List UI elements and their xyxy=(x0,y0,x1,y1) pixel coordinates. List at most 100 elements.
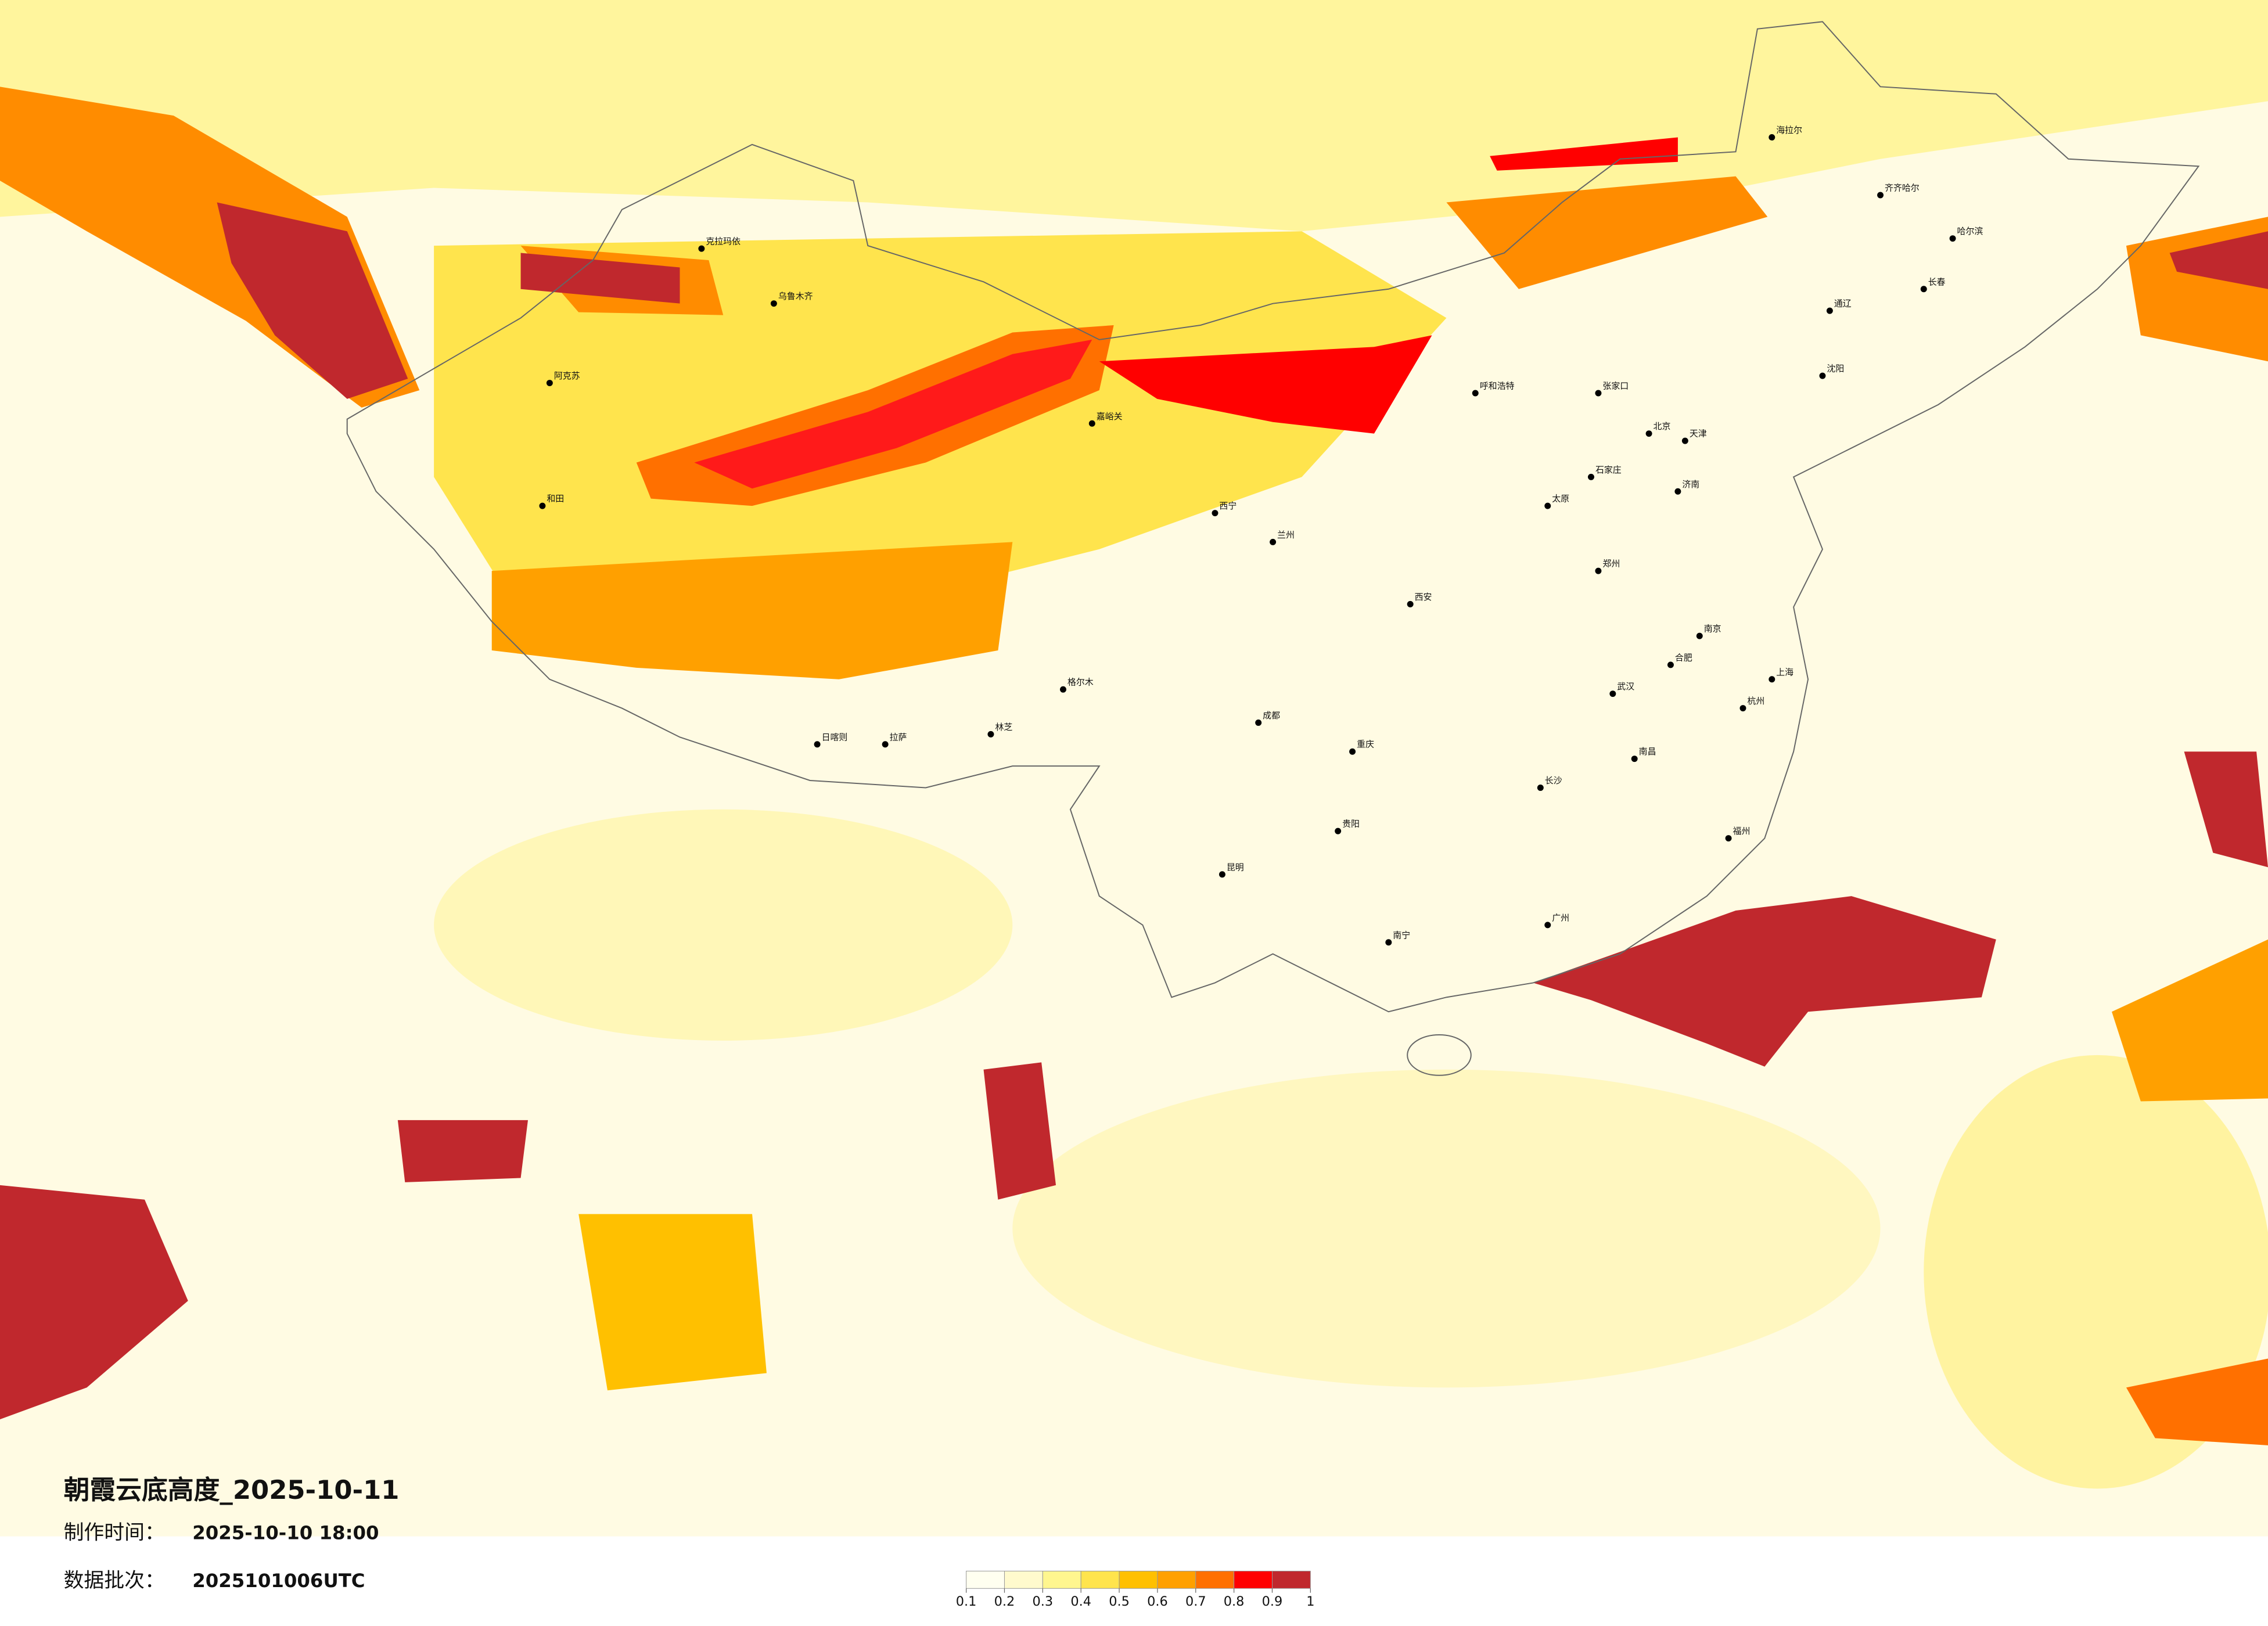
city-dot xyxy=(1681,437,1688,444)
city-label: 西宁 xyxy=(1219,501,1237,511)
city-label: 太原 xyxy=(1552,494,1569,504)
city-dot xyxy=(1212,510,1219,517)
city-label: 呼和浩特 xyxy=(1480,381,1515,391)
heat-area xyxy=(1446,176,1768,289)
legend-tick-label: 0.1 xyxy=(956,1594,977,1609)
heat-area xyxy=(0,0,2268,232)
city-label: 日喀则 xyxy=(822,732,848,742)
city-dot xyxy=(1385,939,1392,946)
city-label: 乌鲁木齐 xyxy=(778,291,813,301)
legend-swatch xyxy=(1004,1570,1043,1589)
city-dot xyxy=(1472,390,1479,397)
heat-area xyxy=(694,339,1092,489)
city-label: 长沙 xyxy=(1545,775,1562,786)
legend-swatch xyxy=(1234,1570,1273,1589)
city-dot xyxy=(1696,632,1703,639)
city-label: 上海 xyxy=(1776,667,1793,677)
legend-swatch xyxy=(966,1570,1005,1589)
city-label: 郑州 xyxy=(1602,559,1620,569)
city-label: 广州 xyxy=(1552,912,1569,923)
city-label: 南昌 xyxy=(1639,746,1656,757)
city-label: 齐齐哈尔 xyxy=(1885,183,1920,193)
city-label: 济南 xyxy=(1682,479,1699,490)
heat-area xyxy=(217,202,408,399)
heat-area xyxy=(983,1062,1056,1200)
country-border xyxy=(346,21,2200,1013)
legend-swatch xyxy=(1157,1570,1196,1589)
city-label: 海拉尔 xyxy=(1776,125,1802,135)
legend-tick-label: 0.7 xyxy=(1185,1594,1206,1609)
legend-swatch xyxy=(1042,1570,1081,1589)
heat-area xyxy=(1099,335,1432,434)
city-dot xyxy=(1609,690,1616,697)
heat-area xyxy=(2184,751,2268,868)
city-dot xyxy=(1631,756,1638,762)
city-dot xyxy=(1739,705,1746,712)
city-dot xyxy=(539,502,546,509)
legend-tick-label: 0.3 xyxy=(1033,1594,1054,1609)
city-label: 哈尔滨 xyxy=(1957,226,1983,236)
city-label: 兰州 xyxy=(1277,530,1295,540)
city-dot xyxy=(698,245,705,252)
city-label: 贵阳 xyxy=(1342,819,1360,829)
legend-tick-label: 0.6 xyxy=(1147,1594,1168,1609)
legend-swatch xyxy=(1271,1570,1311,1589)
city-label: 嘉峪关 xyxy=(1097,411,1123,422)
city-dot xyxy=(1335,828,1342,834)
heat-area xyxy=(2112,939,2268,1102)
city-dot xyxy=(1949,235,1956,242)
city-dot xyxy=(1407,600,1414,607)
city-dot xyxy=(1769,676,1775,683)
city-dot xyxy=(1587,473,1594,480)
city-label: 北京 xyxy=(1654,421,1671,431)
heat-area xyxy=(2126,1358,2268,1445)
island-border xyxy=(1407,1034,1472,1076)
city-dot xyxy=(546,380,553,387)
heat-area xyxy=(1012,1069,1881,1388)
city-dot xyxy=(1270,538,1277,545)
color-legend: 0.1 0.2 0.3 0.4 0.5 0.6 0.7 0.8 0.9 1 xyxy=(956,1570,1314,1609)
city-label: 阿克苏 xyxy=(554,370,580,381)
city-label: 和田 xyxy=(547,494,564,504)
city-dot xyxy=(1819,372,1826,379)
city-label: 天津 xyxy=(1690,429,1707,439)
legend-swatch xyxy=(1119,1570,1158,1589)
batch-value: 2025101006UTC xyxy=(192,1570,365,1592)
city-dot xyxy=(1088,420,1095,427)
heat-area xyxy=(1533,896,1996,1067)
legend-tick-label: 0.5 xyxy=(1109,1594,1130,1609)
heat-area xyxy=(520,253,680,304)
city-label: 昆明 xyxy=(1227,862,1244,872)
city-label: 南京 xyxy=(1704,624,1721,634)
city-dot xyxy=(1769,134,1775,141)
city-dot xyxy=(1349,748,1356,755)
heat-area xyxy=(2169,231,2268,289)
city-dot xyxy=(814,741,821,748)
city-dot xyxy=(1826,307,1833,314)
heat-area xyxy=(1490,137,1678,171)
city-dot xyxy=(987,731,994,738)
legend-tick-label: 0.9 xyxy=(1262,1594,1283,1609)
city-label: 克拉玛依 xyxy=(706,236,741,247)
city-dot xyxy=(1255,719,1262,726)
legend-tick-label: 0.2 xyxy=(994,1594,1015,1609)
city-dot xyxy=(1544,502,1551,509)
legend-tick-label: 1 xyxy=(1306,1594,1314,1609)
city-label: 西安 xyxy=(1415,592,1432,602)
batch-label: 数据批次： xyxy=(64,1569,165,1592)
city-dot xyxy=(1725,835,1732,842)
city-dot xyxy=(1674,488,1681,495)
city-dot xyxy=(1544,922,1551,929)
made-time: 2025-10-10 18:00 xyxy=(192,1522,379,1544)
legend-swatch xyxy=(1080,1570,1120,1589)
map-title: 朝霞云底高度_2025-10-11 xyxy=(64,1474,400,1505)
city-dot xyxy=(1920,286,1927,293)
city-dot xyxy=(1219,871,1225,878)
legend-swatch xyxy=(1195,1570,1235,1589)
city-label: 武汉 xyxy=(1617,681,1634,692)
city-label: 合肥 xyxy=(1675,652,1692,663)
city-dot xyxy=(1877,192,1884,199)
city-label: 福州 xyxy=(1733,826,1751,836)
